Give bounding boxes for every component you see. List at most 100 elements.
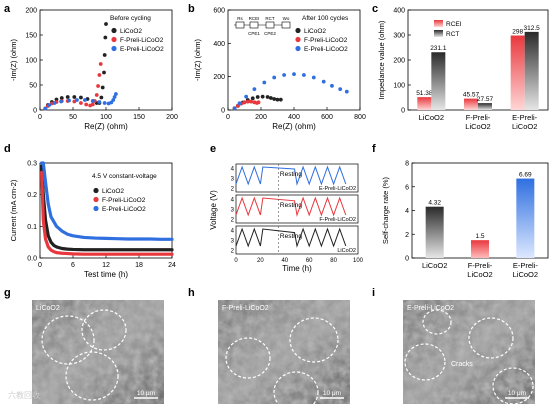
a-point-2 (43, 106, 48, 111)
a-point-1 (97, 73, 102, 77)
e-voltage-line-1 (235, 196, 347, 217)
e-xtick-label: 20 (257, 258, 264, 264)
a-point-1 (94, 93, 99, 97)
e-series-label: LiCoO2 (337, 248, 356, 254)
chart-b-nyquist-after: 0 200 400 600 800 0 200 400 600 Re(Z) (ohm) -Im(Z)… (193, 8, 366, 132)
b-point-2 (244, 94, 249, 99)
a-legend-label: E-Preli-LiCoO2 (120, 46, 164, 53)
a-point-2 (67, 98, 71, 103)
a-xtick-label: 200 (166, 114, 178, 121)
d-xtick-label: 12 (102, 262, 110, 269)
b-point-2 (311, 75, 316, 80)
b-circuit-element (265, 21, 275, 29)
b-point-2 (232, 106, 237, 111)
b-legend-label: F-Preli-LiCoO2 (304, 37, 348, 44)
a-point-0 (79, 95, 83, 100)
sem-highlight-circle (468, 317, 514, 359)
b-point-2 (252, 87, 257, 92)
e-subplot-frame (235, 163, 359, 193)
b-point-0 (260, 94, 265, 99)
e-xtick-label: 0 (234, 258, 238, 264)
b-legend-label: E-Preli-LiCoO2 (304, 46, 348, 53)
e-ytick-label: 2 (231, 218, 235, 224)
b-ytick-label: 0 (221, 108, 225, 115)
a-point-1 (90, 102, 95, 107)
b-xtick-label: 200 (255, 114, 267, 121)
a-ytick-label: 50 (29, 83, 37, 90)
sem-scale-label: 10 μm (508, 390, 526, 397)
e-ytick-label: 3 (231, 208, 235, 214)
chart-a-nyquist-before: 0 50 100 150 200 0 50 100 150 200 Re(Z) (ohm) -Im(Z… (9, 8, 178, 132)
a-ytick-label: 100 (25, 58, 37, 65)
b-circuit-label: Wo (283, 16, 290, 21)
f-ytick-label: 2 (405, 232, 409, 239)
f-bar-value-label: 6.69 (519, 172, 532, 179)
b-point-0 (269, 96, 273, 100)
f-category-label-line1: LiCoO2 (467, 270, 492, 279)
sem-highlight-circle (65, 351, 119, 401)
e-resting-label: Resting (280, 202, 302, 209)
c-bar-RCEI (464, 98, 478, 110)
a-point-0 (59, 96, 64, 100)
a-ylabel: -Im(Z) (ohm) (9, 38, 18, 81)
b-point-2 (338, 87, 343, 92)
d-series-line-1 (40, 170, 174, 256)
a-xtick-label: 0 (38, 114, 42, 121)
b-point-1 (249, 99, 254, 104)
b-point-0 (278, 97, 283, 102)
d-xtick-label: 0 (38, 262, 42, 269)
f-ytick-label: 0 (405, 256, 409, 263)
b-point-0 (255, 95, 260, 99)
c-category-label-line0: F-Preli- (466, 113, 491, 122)
a-point-2 (112, 95, 117, 99)
d-legend-label: LiCoO2 (102, 188, 124, 195)
c-legend-label: RCT (446, 31, 459, 38)
b-legend-marker (295, 45, 301, 52)
b-legend-marker (295, 27, 301, 34)
d-legend-label: E-Preli-LiCoO2 (102, 206, 146, 213)
a-point-2 (52, 101, 57, 105)
c-category-label-line1: LiCoO2 (465, 122, 490, 131)
chart-c-impedance-bars: 0 100 200 300 400 Impedance value (ohm) 51.38 2… (377, 8, 549, 131)
e-series-label: F-Preli-LiCoO2 (319, 217, 356, 223)
b-ylabel: -Im(Z) (ohm) (193, 38, 202, 81)
panel-letter-e: e (210, 143, 216, 155)
e-xtick-label: 80 (330, 258, 337, 264)
b-legend-label: LiCoO2 (304, 28, 326, 35)
b-point-2 (282, 73, 286, 77)
f-category-label-line0: F-Preli- (468, 261, 493, 270)
f-category-label-line1: LiCoO2 (513, 270, 538, 279)
b-xtick-label: 400 (288, 114, 300, 121)
sem-highlight-circle (273, 371, 319, 408)
b-point-1 (242, 100, 247, 105)
sem-image-i: E-Preli-LiCoO2 Cracks 10 μm (403, 300, 535, 405)
b-ytick-label: 400 (213, 41, 225, 48)
c-bar-RCEI (510, 35, 525, 110)
d-ytick-label: 0.2 (27, 192, 37, 199)
panel-letter-i: i (372, 287, 375, 299)
b-xtick-label: 600 (321, 114, 333, 121)
a-point-2 (114, 92, 118, 96)
panel-letter-f: f (372, 143, 376, 155)
sem-image-texture (32, 300, 164, 404)
e-subplot-frame (235, 194, 359, 224)
b-point-1 (245, 99, 250, 104)
f-bar-value-label: 1.5 (475, 233, 484, 240)
e-xlabel: Time (h) (282, 264, 312, 273)
b-point-0 (250, 96, 255, 101)
chart-d-current-decay: 0 6 12 18 24 0.0 0.1 0.2 0.3 Test time (h) Current… (9, 161, 176, 280)
c-bar-value-label: 51.38 (416, 90, 433, 97)
a-point-2 (75, 98, 79, 102)
f-bar (471, 240, 489, 258)
a-xlabel: Re(Z) (ohm) (84, 122, 128, 131)
e-xtick-label: 40 (281, 258, 288, 264)
c-category-label-line0: E-Preli- (512, 113, 538, 122)
a-annotation: Before cycling (110, 15, 151, 22)
sem-highlight-circle (81, 309, 127, 351)
d-series-line-2 (40, 161, 174, 241)
sem-scale-label: 10 μm (137, 390, 155, 397)
a-point-2 (111, 98, 116, 102)
a-legend-marker (111, 36, 117, 43)
sem-highlight-circle (492, 367, 534, 405)
e-voltage-line-0 (235, 165, 347, 186)
